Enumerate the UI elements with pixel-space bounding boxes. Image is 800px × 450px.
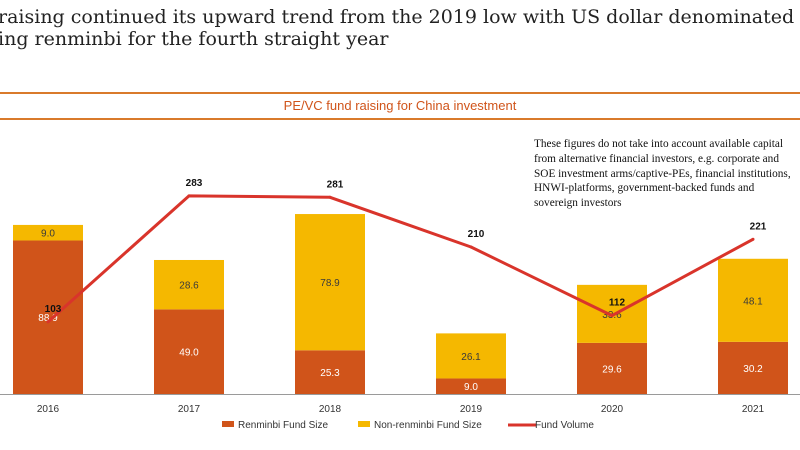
data-label-renminbi-2019: 9.0 [464, 382, 478, 393]
bar-non-renminbi-2021 [718, 258, 788, 342]
chart-note: These figures do not take into account a… [534, 138, 791, 210]
x-tick-label-2018: 2018 [319, 404, 342, 415]
chart-title: PE/VC fund raising for China investment [283, 98, 517, 113]
data-label-fund-volume-2019: 210 [468, 229, 485, 240]
bar-non-renminbi-2020 [577, 284, 647, 343]
headline-line-2: ing renminbi for the fourth straight yea… [0, 28, 389, 50]
data-label-fund-volume-2021: 221 [750, 221, 767, 232]
data-label-renminbi-2020: 29.6 [602, 364, 622, 375]
point-fund-volume-2018 [328, 195, 332, 199]
bar-renminbi-2020 [577, 342, 647, 394]
data-label-renminbi-2017: 49.0 [179, 348, 199, 359]
chart-title-top-rule [0, 92, 800, 94]
point-fund-volume-2021 [751, 237, 755, 241]
x-tick-label-2017: 2017 [178, 404, 201, 415]
data-label-fund-volume-2016: 103 [45, 304, 62, 315]
bar-renminbi-2019 [436, 378, 506, 394]
data-label-non-renminbi-2019: 26.1 [461, 352, 481, 363]
data-label-renminbi-2018: 25.3 [320, 368, 340, 379]
bar-non-renminbi-2017 [154, 259, 224, 310]
bar-renminbi-2021 [718, 341, 788, 394]
data-label-fund-volume-2020: 112 [609, 298, 626, 309]
headline-line-1: raising continued its upward trend from … [0, 6, 800, 28]
bar-non-renminbi-2019 [436, 333, 506, 379]
chart-title-bottom-rule [0, 118, 800, 120]
data-label-non-renminbi-2021: 48.1 [743, 296, 763, 307]
bar-non-renminbi-2016 [13, 224, 83, 241]
line-fund-volume [47, 194, 754, 324]
legend-label-fund-volume: Fund Volume [535, 420, 594, 431]
legend-label-renminbi: Renminbi Fund Size [238, 420, 328, 431]
legend-swatch-non-renminbi [358, 421, 370, 427]
data-label-fund-volume-2017: 283 [186, 178, 203, 189]
point-fund-volume-2016 [46, 320, 50, 324]
data-label-non-renminbi-2017: 28.6 [179, 281, 199, 292]
legend-label-non-renminbi: Non-renminbi Fund Size [374, 420, 482, 431]
data-label-non-renminbi-2016: 9.0 [41, 229, 55, 240]
x-tick-label-2016: 2016 [37, 404, 60, 415]
bar-renminbi-2017 [154, 309, 224, 394]
point-fund-volume-2019 [469, 245, 473, 249]
data-label-fund-volume-2018: 281 [327, 179, 344, 190]
bar-renminbi-2018 [295, 350, 365, 394]
headline: raising continued its upward trend from … [0, 6, 800, 50]
x-tick-label-2019: 2019 [460, 404, 483, 415]
point-fund-volume-2020 [610, 314, 614, 318]
data-label-renminbi-2016: 88.9 [38, 313, 58, 324]
legend-swatch-renminbi [222, 421, 234, 427]
bar-renminbi-2016 [13, 240, 83, 394]
x-tick-label-2021: 2021 [742, 404, 765, 415]
x-tick-label-2020: 2020 [601, 404, 624, 415]
point-fund-volume-2017 [187, 194, 191, 198]
data-label-non-renminbi-2018: 78.9 [320, 278, 340, 289]
data-label-renminbi-2021: 30.2 [743, 364, 763, 375]
bar-non-renminbi-2018 [295, 214, 365, 351]
